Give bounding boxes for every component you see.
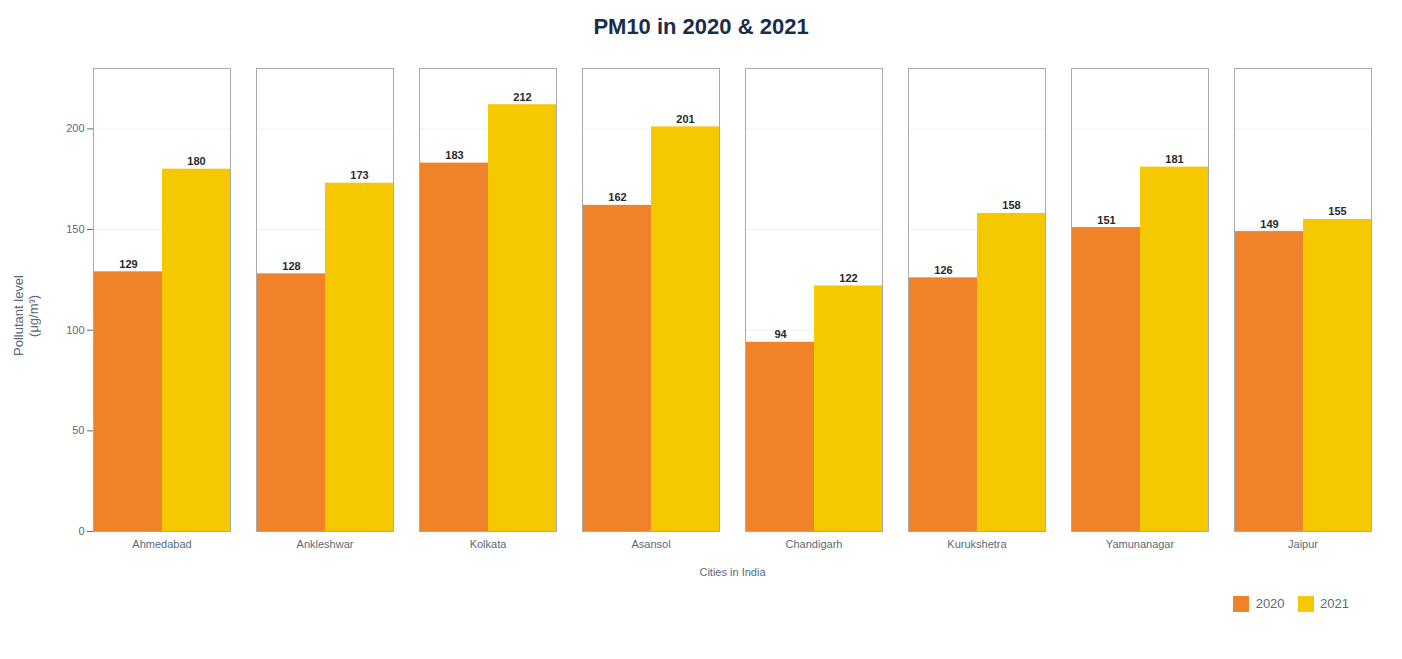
svg-text:Chandigarh: Chandigarh (786, 538, 843, 550)
svg-text:Kurukshetra: Kurukshetra (947, 538, 1007, 550)
svg-text:149: 149 (1260, 218, 1278, 230)
svg-text:Cities in India: Cities in India (699, 566, 766, 578)
svg-text:173: 173 (350, 169, 368, 181)
svg-text:200: 200 (66, 122, 84, 134)
svg-text:Kolkata: Kolkata (470, 538, 508, 550)
svg-text:180: 180 (187, 155, 205, 167)
svg-text:201: 201 (676, 113, 694, 125)
svg-text:122: 122 (839, 272, 857, 284)
svg-text:100: 100 (66, 324, 84, 336)
svg-text:155: 155 (1328, 205, 1346, 217)
svg-text:94: 94 (774, 328, 787, 340)
svg-text:150: 150 (66, 223, 84, 235)
svg-text:Ankleshwar: Ankleshwar (297, 538, 354, 550)
svg-text:158: 158 (1002, 199, 1020, 211)
svg-text:0: 0 (78, 525, 84, 537)
svg-text:129: 129 (119, 258, 137, 270)
svg-text:162: 162 (608, 191, 626, 203)
svg-text:Ahmedabad: Ahmedabad (132, 538, 191, 550)
svg-text:183: 183 (445, 149, 463, 161)
html-text:Pollutant level (μg/m³): Pollutant level (μg/m³) (11, 275, 41, 356)
html-text:2021: 2021 (1320, 596, 1349, 611)
html-text:PM10 in 2020 & 2021: PM10 in 2020 & 2021 (593, 14, 809, 39)
svg-text:Yamunanagar: Yamunanagar (1106, 538, 1175, 550)
html-text:2020: 2020 (1255, 596, 1285, 611)
svg-text:128: 128 (282, 260, 300, 272)
svg-text:181: 181 (1165, 153, 1183, 165)
svg-text:151: 151 (1097, 214, 1115, 226)
svg-text:Jaipur: Jaipur (1288, 538, 1318, 550)
svg-text:50: 50 (72, 424, 84, 436)
svg-text:Asansol: Asansol (631, 538, 670, 550)
svg-text:126: 126 (934, 264, 952, 276)
svg-text:212: 212 (513, 91, 531, 103)
